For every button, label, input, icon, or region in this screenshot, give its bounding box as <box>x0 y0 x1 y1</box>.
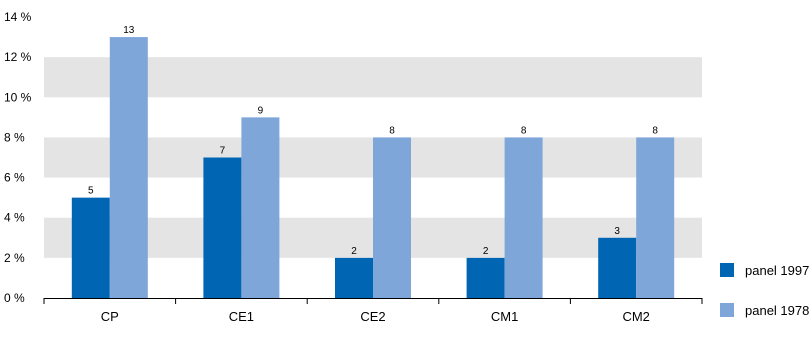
data-label: 9 <box>258 105 264 116</box>
data-label: 8 <box>521 125 527 136</box>
y-tick-label: 8 % <box>4 130 25 144</box>
bar-panel-1978-cm2 <box>636 137 675 298</box>
bar-panel-1997-ce2 <box>335 257 373 298</box>
y-tick-label: 12 % <box>4 50 32 64</box>
x-tick-label: CM2 <box>622 309 649 324</box>
bar-panel-1978-ce1 <box>241 117 280 298</box>
y-tick-label: 14 % <box>4 10 32 24</box>
bar-panel-1978-ce2 <box>373 137 411 298</box>
bar-panel-1997-cm1 <box>466 257 505 298</box>
data-label: 3 <box>614 226 620 237</box>
data-label: 2 <box>351 246 357 257</box>
y-tick-label: 6 % <box>4 171 25 185</box>
bar-panel-1978-cp <box>109 37 148 298</box>
y-tick-label: 2 % <box>4 251 25 265</box>
y-tick-label: 4 % <box>4 211 25 225</box>
bar-panel-1997-cp <box>71 197 110 298</box>
y-tick-label: 0 % <box>4 291 25 305</box>
bar-panel-1997-ce1 <box>203 157 242 298</box>
x-tick-label: CE2 <box>360 309 385 324</box>
legend-swatch-panel-1978 <box>720 303 734 317</box>
bar-panel-1978-cm1 <box>504 137 543 298</box>
data-label: 7 <box>220 146 226 157</box>
legend-label: panel 1978 <box>745 303 809 318</box>
bar-panel-1997-cm2 <box>598 237 637 298</box>
data-label: 13 <box>123 25 135 36</box>
x-tick-label: CE1 <box>229 309 254 324</box>
legend-swatch-panel-1997 <box>720 263 734 277</box>
data-label: 5 <box>88 186 94 197</box>
x-tick-label: CP <box>101 309 119 324</box>
data-label: 8 <box>652 125 658 136</box>
x-tick-label: CM1 <box>491 309 518 324</box>
legend-label: panel 1997 <box>745 263 809 278</box>
y-tick-label: 10 % <box>4 90 32 104</box>
data-label: 8 <box>389 125 395 136</box>
grid-band <box>44 57 702 98</box>
data-label: 2 <box>483 246 489 257</box>
